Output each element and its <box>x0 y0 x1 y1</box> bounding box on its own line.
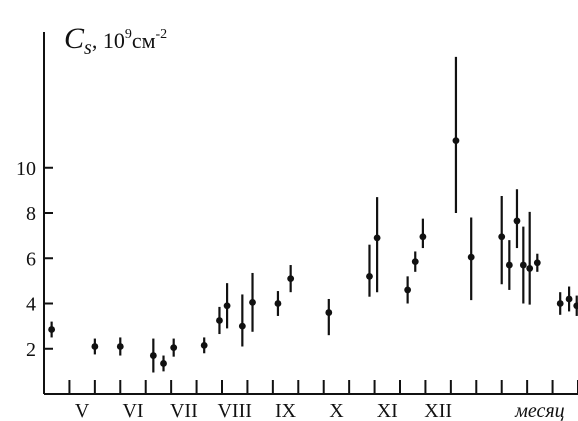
data-point <box>498 233 506 241</box>
y-tick-label: 4 <box>26 294 36 316</box>
data-point <box>373 234 381 242</box>
data-point <box>526 265 534 272</box>
month-label: V <box>75 400 90 421</box>
month-label: VI <box>122 400 143 421</box>
axes <box>43 32 578 395</box>
data-point <box>249 298 256 306</box>
error-bars <box>50 56 578 373</box>
y-tick-label: 8 <box>26 203 36 225</box>
data-point <box>48 326 56 333</box>
y-ticks: 2 4 6 8 10 <box>16 158 53 361</box>
data-point <box>533 259 541 267</box>
month-label: XI <box>377 400 398 421</box>
y-tick-label: 10 <box>16 158 36 180</box>
data-point <box>223 302 231 310</box>
data-point <box>467 253 475 261</box>
data-point <box>160 360 167 367</box>
ylabel-unit-prefix: , 10 <box>92 28 125 53</box>
data-point <box>452 137 460 145</box>
ylabel-symbol: C <box>64 22 85 55</box>
month-label: XII <box>424 400 452 421</box>
data-point <box>556 300 564 307</box>
ylabel-unit-base: см <box>132 28 156 53</box>
data-point <box>513 217 521 225</box>
ylabel-unit-exp: 9 <box>125 27 132 42</box>
data-point <box>91 343 99 350</box>
data-point <box>565 295 573 303</box>
y-tick-label: 2 <box>26 339 36 361</box>
data-point <box>287 275 295 283</box>
data-point <box>519 261 527 269</box>
data-points <box>48 137 578 367</box>
data-point <box>149 352 157 359</box>
data-point <box>216 317 223 324</box>
y-axis-title: Cs, 109см-2 <box>64 22 167 59</box>
data-point <box>170 344 178 352</box>
y-tick-label: 6 <box>26 248 36 270</box>
data-point <box>505 261 513 269</box>
x-ticks <box>68 380 578 394</box>
data-point <box>200 341 208 349</box>
data-point <box>411 258 419 266</box>
month-label: X <box>329 400 344 421</box>
data-point <box>404 286 412 294</box>
month-label: VII <box>170 400 198 421</box>
data-point <box>366 272 373 280</box>
month-label: VIII <box>217 400 251 421</box>
data-point <box>116 343 124 350</box>
data-point <box>573 302 578 310</box>
x-axis-label: месяц <box>514 400 565 421</box>
month-label: IX <box>275 400 297 421</box>
ylabel-subscript: s <box>84 37 92 59</box>
data-point <box>274 300 282 307</box>
month-labels: V VI VII VIII IX X XI XII месяц <box>75 400 565 421</box>
data-point <box>419 233 427 241</box>
data-point <box>238 322 246 330</box>
data-point <box>325 309 333 316</box>
ylabel-unit-exp2: -2 <box>156 27 168 42</box>
